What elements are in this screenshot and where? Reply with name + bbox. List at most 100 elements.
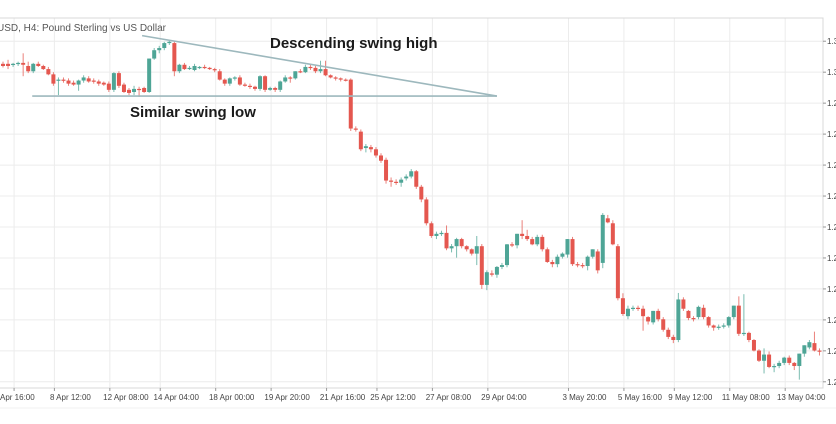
candle-bearish	[530, 236, 535, 246]
candle-body	[16, 62, 21, 65]
candle-bullish	[147, 58, 152, 93]
candle-bearish	[61, 77, 66, 83]
candle-body	[449, 246, 454, 249]
candle-body	[132, 88, 137, 92]
candle-bullish	[494, 266, 499, 278]
x-tick-label: 12 Apr 08:00	[103, 393, 149, 402]
candle-body	[671, 336, 676, 341]
candle-body	[237, 77, 242, 85]
candle-body	[661, 319, 666, 330]
candle-bearish	[711, 324, 716, 331]
candle-body	[716, 326, 721, 328]
candle-bearish	[706, 316, 711, 328]
candle-body	[434, 233, 439, 236]
candle-body	[726, 317, 731, 326]
candle-body	[137, 88, 142, 91]
candle-body	[575, 264, 580, 266]
candle-bearish	[394, 179, 399, 185]
candle-bearish	[424, 197, 429, 226]
candle-body	[454, 239, 459, 247]
candle-body	[182, 64, 187, 70]
candle-body	[338, 78, 343, 80]
candle-body	[489, 273, 494, 275]
x-tick-label: 18 Apr 00:00	[209, 393, 255, 402]
candle-bearish	[414, 170, 419, 189]
candle-body	[817, 350, 822, 352]
candle-body	[172, 43, 177, 72]
x-tick-label: 8 Apr 12:00	[50, 393, 91, 402]
candle-bearish	[36, 61, 41, 67]
candle-bullish	[227, 77, 232, 86]
candle-bearish	[691, 316, 696, 322]
candle-body	[46, 69, 51, 75]
candle-body	[358, 131, 363, 150]
candle-bearish	[605, 214, 610, 224]
candle-body	[666, 329, 671, 337]
candle-bearish	[338, 77, 343, 82]
candle-bullish	[631, 305, 635, 311]
candle-bullish	[454, 237, 459, 258]
candle-body	[273, 87, 278, 90]
candle-bullish	[232, 76, 237, 81]
candle-bearish	[247, 83, 252, 89]
candle-body	[711, 325, 716, 328]
candle-bearish	[212, 67, 217, 73]
candle-body	[217, 71, 222, 80]
x-tick-label: 29 Apr 04:00	[481, 393, 527, 402]
candle-bearish	[767, 351, 772, 369]
candle-bearish	[207, 66, 212, 71]
candle-body	[746, 332, 751, 341]
candle-bearish	[253, 85, 257, 91]
candle-bullish	[499, 262, 504, 270]
candle-bearish	[379, 153, 383, 163]
y-tick-label: 1.2	[827, 99, 836, 108]
candle-bullish	[56, 77, 61, 96]
candle-body	[1, 63, 5, 66]
candle-body	[106, 83, 111, 90]
candle-body	[409, 171, 414, 177]
candle-bearish	[489, 270, 494, 277]
candle-bearish	[671, 334, 676, 344]
candle-bearish	[661, 317, 666, 332]
x-tick-label: 13 May 04:00	[777, 393, 826, 402]
candle-body	[656, 310, 661, 320]
candle-bullish	[560, 252, 565, 259]
candle-bearish	[21, 53, 26, 77]
candle-bearish	[580, 262, 585, 269]
candle-body	[121, 84, 126, 92]
y-tick-label: 1.2	[827, 285, 836, 294]
candle-bearish	[429, 221, 434, 238]
candle-body	[499, 265, 504, 267]
candle-bearish	[510, 242, 515, 248]
candle-bearish	[323, 60, 328, 77]
candle-body	[11, 63, 16, 66]
descending-swing-high-line	[141, 34, 498, 97]
candle-body	[555, 256, 560, 265]
candle-body	[479, 246, 484, 285]
candle-body	[459, 239, 464, 247]
candle-body	[31, 63, 36, 72]
candle-body	[585, 256, 590, 267]
candle-body	[111, 73, 116, 90]
candle-bullish	[293, 71, 298, 80]
candle-bearish	[570, 236, 575, 267]
candle-body	[127, 89, 131, 93]
x-tick-label: Apr 16:00	[0, 393, 35, 402]
candle-body	[192, 65, 197, 71]
candle-body	[807, 342, 812, 348]
candle-bearish	[288, 76, 293, 83]
candle-bearish	[787, 355, 792, 366]
candle-bearish	[71, 80, 76, 86]
candle-body	[187, 67, 192, 70]
candle-body	[686, 310, 691, 319]
candle-bearish	[373, 147, 378, 158]
x-axis: Apr 16:00 8 Apr 12:00 12 Apr 08:00 14 Apr 0…	[0, 388, 826, 402]
candle-bullish	[484, 270, 489, 291]
y-tick-label: 1.2	[827, 223, 836, 232]
candle-body	[333, 77, 338, 79]
candle-body	[26, 65, 31, 72]
candle-body	[706, 317, 711, 326]
candle-bearish	[328, 74, 333, 79]
candle-bullish	[16, 61, 21, 66]
y-tick-label: 1.2	[827, 130, 836, 139]
